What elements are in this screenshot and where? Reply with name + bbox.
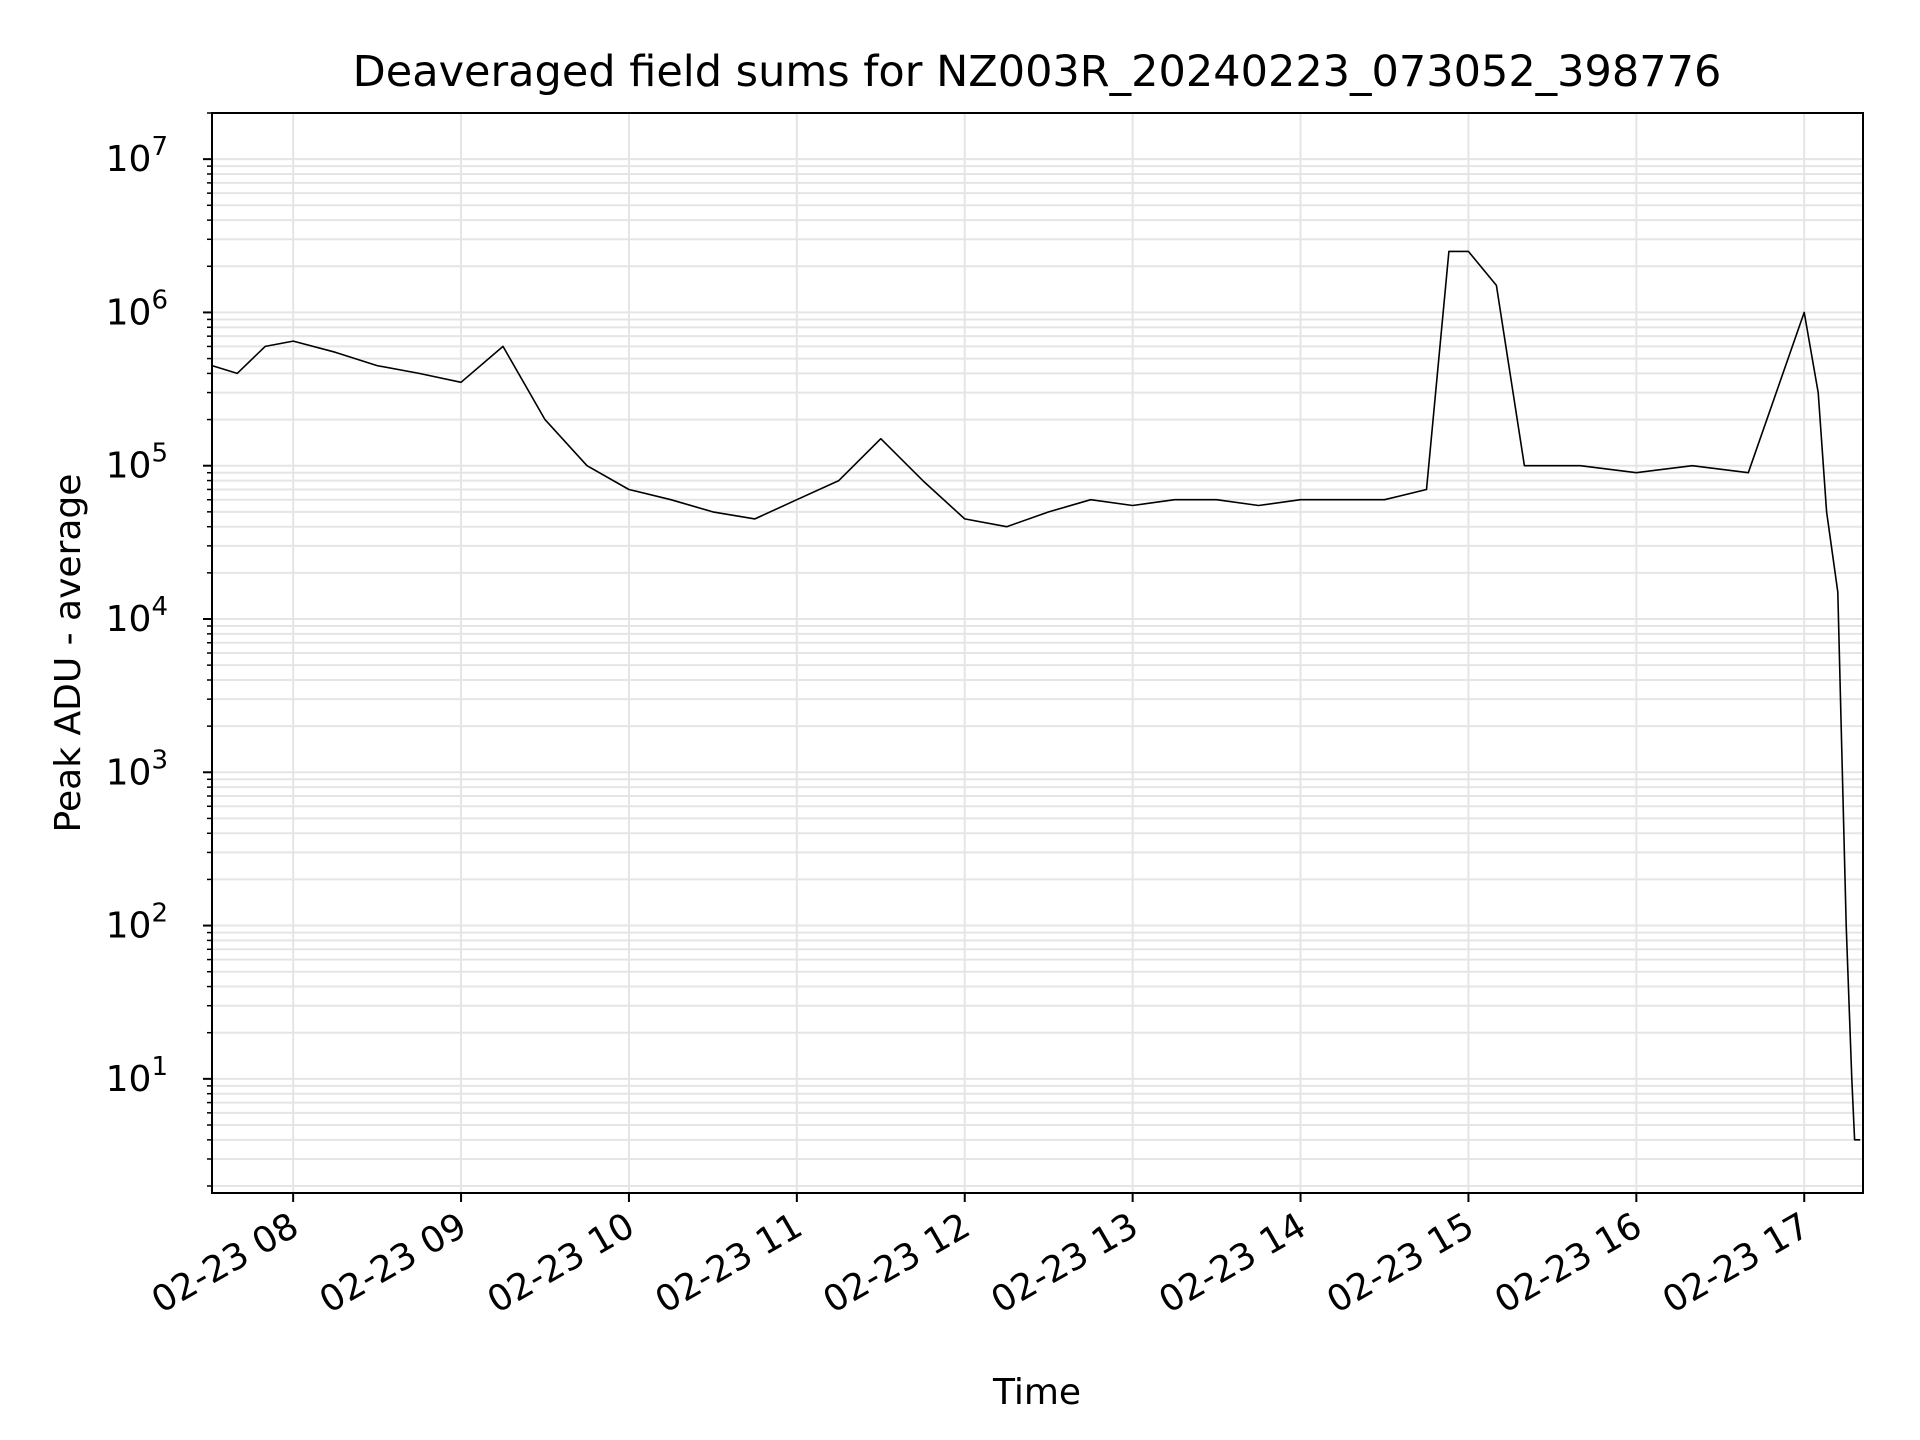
x-tick-label: 02-23 16: [1488, 1205, 1649, 1321]
x-tick-label: 02-23 14: [1152, 1205, 1313, 1321]
y-tick-label: 101: [106, 1052, 168, 1100]
y-tick-label: 105: [106, 439, 168, 487]
chart-title: Deaveraged field sums for NZ003R_2024022…: [353, 47, 1722, 97]
x-axis-label: Time: [992, 1372, 1081, 1413]
y-tick-label: 103: [106, 745, 168, 793]
x-tick-label: 02-23 11: [649, 1205, 810, 1321]
x-tick-label: 02-23 15: [1320, 1205, 1481, 1321]
series-line: [211, 250, 1861, 1141]
x-tick-label: 02-23 09: [313, 1205, 474, 1321]
y-tick-label: 106: [106, 285, 168, 333]
x-tick-label: 02-23 13: [984, 1205, 1145, 1321]
y-axis-label: Peak ADU - average: [48, 474, 89, 833]
x-tick-label: 02-23 10: [481, 1205, 642, 1321]
y-tick-label: 104: [106, 592, 168, 640]
x-tick-label: 02-23 08: [145, 1205, 306, 1321]
x-tick-label: 02-23 12: [817, 1205, 978, 1321]
x-tick-label: 02-23 17: [1656, 1205, 1817, 1321]
y-tick-label: 102: [106, 899, 168, 947]
grid-layer: [212, 112, 1863, 1193]
y-axis-ticks: 101 102 103 104 105 106 107: [106, 112, 212, 1187]
line-layer: [211, 250, 1861, 1141]
x-axis-ticks: 02-23 08 02-23 09 02-23 10 02-23 11 02-23 12…: [145, 1193, 1817, 1322]
y-tick-label: 107: [106, 132, 168, 180]
